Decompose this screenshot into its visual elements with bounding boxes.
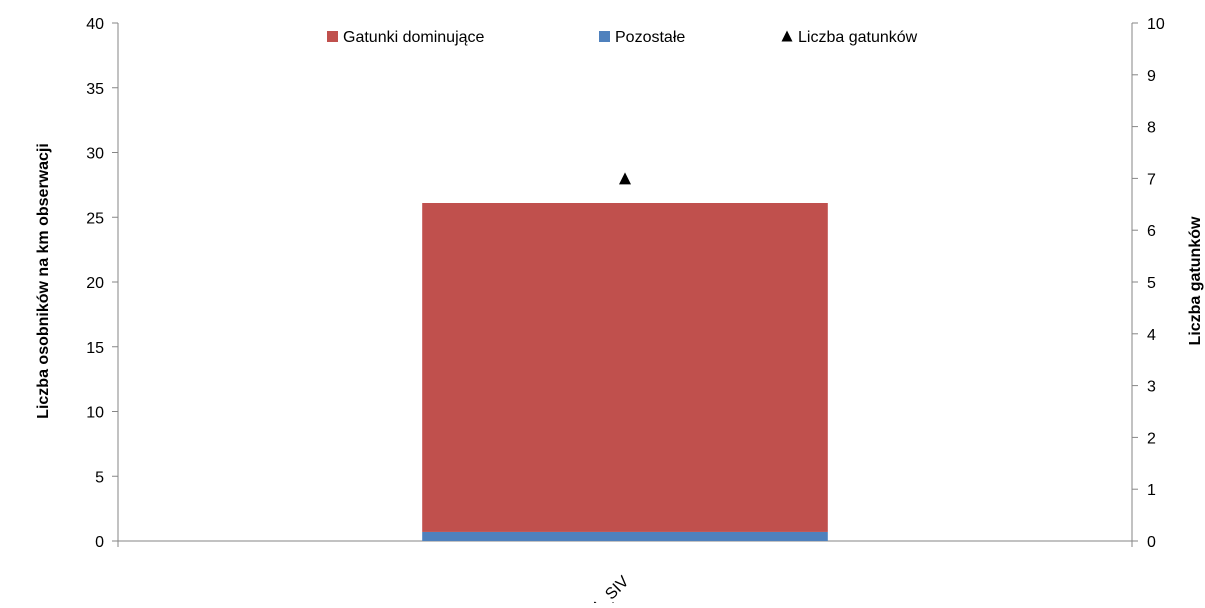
y-tick-label-right: 8 [1147, 120, 1156, 137]
y-axis-title-left: Liczba osobników na km obserwacji [35, 143, 52, 419]
y-tick-label-right: 9 [1147, 68, 1156, 85]
y-tick-label-left: 0 [95, 534, 104, 551]
markers-layer [619, 172, 631, 185]
x-tick-label: T1_SIV [583, 573, 633, 603]
legend-label: Gatunki dominujące [343, 29, 485, 46]
legend-swatch [327, 31, 338, 42]
y-tick-label-left: 35 [86, 81, 104, 98]
y-tick-label-left: 30 [86, 146, 104, 163]
y-tick-label-right: 7 [1147, 171, 1156, 188]
legend-swatch [781, 30, 793, 42]
y-tick-label-right: 6 [1147, 223, 1156, 240]
y-tick-label-left: 5 [95, 469, 104, 486]
bar-segment [422, 531, 828, 541]
legend: Gatunki dominujące Pozostałe Liczba gatunk… [327, 29, 918, 46]
y-tick-label-right: 4 [1147, 327, 1156, 344]
y-axis-title-right: Liczba gatunków [1187, 216, 1204, 345]
legend-label: Pozostałe [615, 29, 685, 46]
y-tick-label-left: 25 [86, 210, 104, 227]
y-tick-label-right: 0 [1147, 534, 1156, 551]
y-tick-label-right: 10 [1147, 16, 1165, 33]
y-tick-label-left: 40 [86, 16, 104, 33]
y-tick-label-right: 2 [1147, 430, 1156, 447]
bar-segment [422, 203, 828, 532]
y-tick-label-left: 10 [86, 405, 104, 422]
y-tick-label-right: 3 [1147, 379, 1156, 396]
y-tick-label-left: 15 [86, 340, 104, 357]
species-count-marker [619, 172, 631, 185]
y-tick-label-left: 20 [86, 275, 104, 292]
bars-layer [422, 203, 828, 541]
legend-label: Liczba gatunków [798, 29, 918, 46]
legend-swatch [599, 31, 610, 42]
ticks-layer: 0 5 10 15 20 25 30 35 40 0 1 2 3 4 5 6 7 8 9 10 T1_SIV [86, 16, 1165, 608]
y-tick-label-right: 1 [1147, 482, 1156, 499]
y-tick-label-right: 5 [1147, 275, 1156, 292]
